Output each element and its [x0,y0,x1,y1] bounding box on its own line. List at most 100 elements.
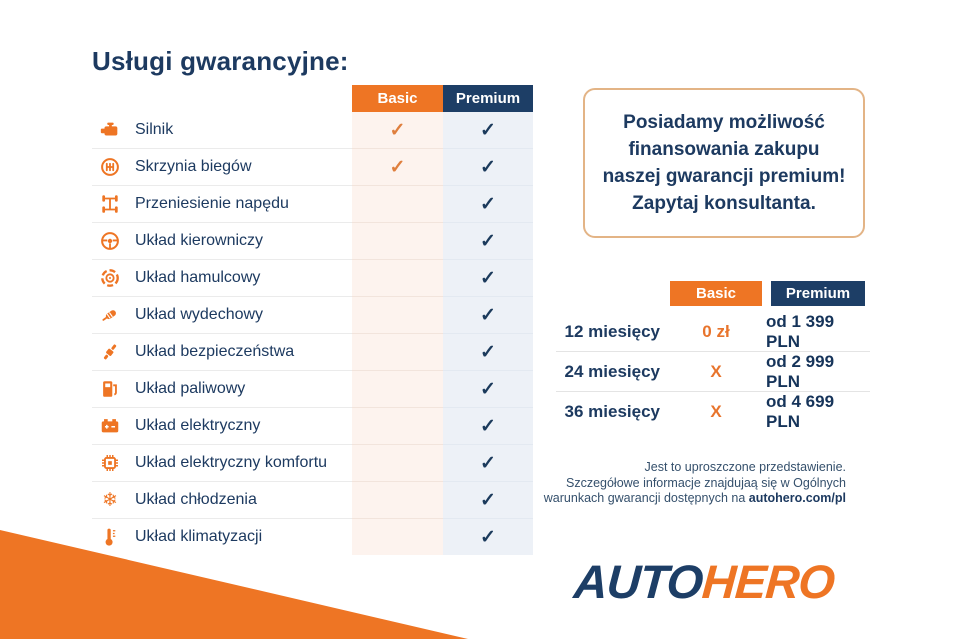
seatbelt-icon [97,341,123,363]
thermometer-icon [97,526,123,548]
check-mark: ✓ [480,378,496,400]
premium-cell: ✓ [443,444,533,481]
pricing-period: 24 miesięcy [556,351,666,391]
chip-icon [97,452,123,474]
pricing-basic-value: X [666,391,766,431]
basic-cell [352,333,443,370]
basic-cell [352,518,443,555]
basic-cell: ✓ [352,112,443,148]
pricing-header-premium-cell: Premium [766,281,870,306]
engine-icon [97,119,123,141]
table-row: Układ klimatyzacji [92,518,352,555]
check-mark: ✓ [480,452,496,474]
pricing-period: 12 miesięcy [564,321,660,341]
service-label: Układ chłodzenia [135,491,257,508]
basic-cell: ✓ [352,148,443,185]
autohero-logo: AUTOHERO [572,554,836,609]
table-row: Układ wydechowy [92,296,352,333]
snowflake-icon: ❄ [102,489,118,511]
callout-line: naszej gwarancji premium! [602,166,846,187]
premium-cell: ✓ [443,148,533,185]
service-label: Układ hamulcowy [135,269,261,286]
autohero-link[interactable]: autohero.com/pl [748,491,846,505]
page-title: Usługi gwarancyjne: [92,46,349,76]
disclaimer-line: warunkach gwarancji dostępnych na autohe… [544,491,846,507]
check-mark: ✓ [480,230,496,252]
check-mark: ✓ [480,267,496,289]
service-label: Układ paliwowy [135,380,246,397]
pricing-basic-value: 0 zł [702,321,730,341]
brake-disc-icon [97,267,123,289]
premium-cell: ✓ [443,296,533,333]
steering-wheel-icon [97,230,123,252]
table-row: Układ bezpieczeństwa [92,333,352,370]
check-mark: ✓ [389,156,406,178]
fuel-pump-icon [97,378,123,400]
header-spacer [92,85,352,112]
pricing-premium-value: od 4 699 PLN [766,391,870,431]
premium-cell: ✓ [443,333,533,370]
premium-cell: ✓ [443,370,533,407]
drivetrain-icon [97,193,123,215]
check-mark: ✓ [389,119,406,141]
basic-cell [352,481,443,518]
pricing-basic-value: X [666,351,766,391]
service-label: Układ kierowniczy [135,232,264,249]
premium-cell: ✓ [443,481,533,518]
pricing-header-basic: Basic [670,281,762,306]
premium-cell: ✓ [443,112,533,148]
exhaust-icon [97,304,123,326]
disclaimer-line: Jest to uproszczone przedstawienie. [644,460,847,474]
callout-line: Posiadamy możliwość [623,112,825,133]
financing-callout: Posiadamy możliwość finansowania zakupu … [583,88,865,238]
service-label: Silnik [135,121,174,138]
disclaimer-line: Szczegółowe informacje znajdujaą się w O… [565,475,846,490]
service-label: Układ elektryczny komfortu [135,454,328,471]
table-row: Skrzynia biegów [92,148,352,185]
premium-cell: ✓ [443,185,533,222]
logo-text-hero: HERO [700,555,836,608]
pricing-header-premium: Premium [771,281,865,306]
column-header-premium: Premium [443,85,533,112]
premium-cell: ✓ [443,407,533,444]
table-row: Układ kierowniczy [92,222,352,259]
premium-cell: ✓ [443,222,533,259]
check-mark: ✓ [480,304,496,326]
pricing-period: 36 miesięcy [556,391,666,431]
pricing-table: Basic Premium 12 miesięcy 0 zł od 1 399 … [556,281,870,431]
column-header-basic: Basic [352,85,443,112]
check-mark: ✓ [480,415,496,437]
service-label: Układ wydechowy [135,306,264,323]
check-mark: ✓ [480,156,496,178]
gearbox-icon [97,156,123,178]
orange-corner-decoration [0,530,468,639]
service-label: Układ bezpieczeństwa [135,343,295,360]
disclaimer: Jest to uproszczone przedstawienie. Szcz… [544,460,846,507]
services-table: Basic Premium Silnik ✓ ✓ Skrzynia biegów… [92,85,533,555]
table-row: ❄ Układ chłodzenia [92,481,352,518]
callout-line: finansowania zakupu [628,139,820,160]
basic-cell [352,370,443,407]
table-row: Układ hamulcowy [92,259,352,296]
basic-cell [352,259,443,296]
pricing-premium-value: od 2 999 PLN [766,351,870,391]
basic-cell [352,222,443,259]
basic-cell [352,444,443,481]
battery-icon [97,415,123,437]
pricing-header-basic-cell: Basic [666,281,766,306]
basic-cell [352,185,443,222]
check-mark: ✓ [480,193,496,215]
service-label: Skrzynia biegów [135,158,252,175]
table-row: Układ paliwowy [92,370,352,407]
disclaimer-line-prefix: warunkach gwarancji dostępnych na [543,491,749,505]
table-row: Układ elektryczny komfortu [92,444,352,481]
premium-cell: ✓ [443,259,533,296]
service-label: Przeniesienie napędu [135,195,289,212]
check-mark: ✓ [480,341,496,363]
pricing-premium-value: od 1 399 PLN [766,311,835,351]
premium-cell: ✓ [443,518,533,555]
table-row: Przeniesienie napędu [92,185,352,222]
logo-text-auto: AUTO [572,555,705,608]
table-row: Układ elektryczny [92,407,352,444]
